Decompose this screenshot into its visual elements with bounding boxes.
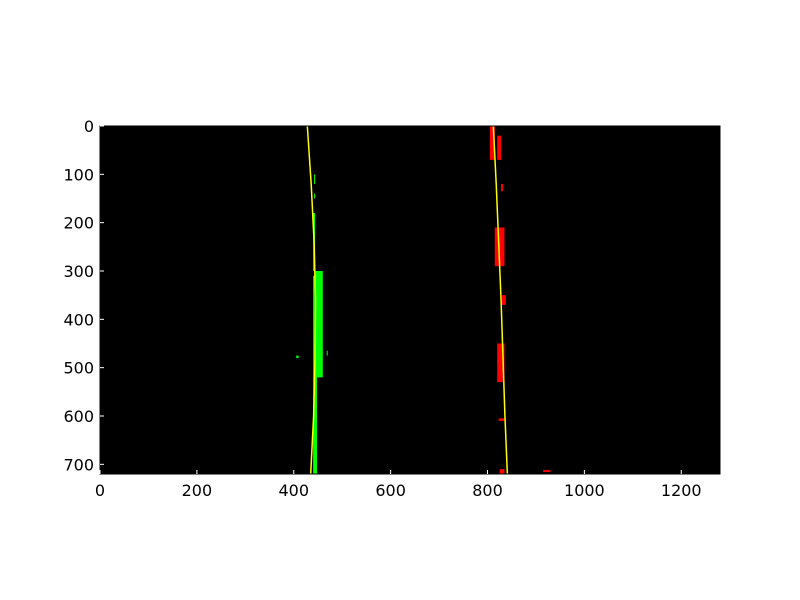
lane-pixels-1-8 [543, 470, 551, 473]
lane-pixels-0-1 [315, 271, 323, 378]
y-tick-label: 300 [63, 262, 94, 281]
lane-pixels-1-6 [501, 184, 503, 192]
x-tick-label: 1000 [564, 481, 605, 500]
plot-area [99, 125, 721, 475]
x-axis: 0 200 400 600 800 1000 1200 [95, 470, 702, 500]
y-tick-label: 400 [63, 310, 94, 329]
lane-pixels-0-5 [296, 355, 299, 358]
lane-pixels-1-3 [497, 343, 505, 383]
x-tick-label: 800 [472, 481, 503, 500]
x-tick-label: 0 [95, 481, 105, 500]
x-tick-label: 400 [278, 481, 309, 500]
axes-frame [99, 125, 721, 475]
x-tick-label: 1200 [661, 481, 702, 500]
y-tick-label: 500 [63, 359, 94, 378]
y-tick-label: 200 [63, 214, 94, 233]
lane-pixels-1-7 [498, 418, 505, 421]
y-tick-label: 0 [84, 117, 94, 136]
y-tick-label: 700 [63, 455, 94, 474]
image-background [100, 126, 720, 474]
lane-pixels-1-5 [502, 295, 506, 305]
lane-fit-line-3 [492, 125, 509, 475]
lane-fit-line-2 [306, 125, 317, 475]
lane-pixels-0-4 [314, 193, 316, 199]
x-tick-label: 200 [182, 481, 213, 500]
y-axis: 0 100 200 300 400 500 600 700 [63, 117, 104, 474]
lane-pixels-0-3 [314, 174, 316, 184]
lane-pixels-1-2 [494, 227, 505, 267]
lane-pixels-1-4 [499, 469, 505, 474]
lane-pixels-1-1 [497, 135, 502, 160]
lane-pixels-0-6 [326, 350, 328, 356]
y-tick-label: 600 [63, 407, 94, 426]
x-tick-label: 600 [375, 481, 406, 500]
y-tick-label: 100 [63, 165, 94, 184]
lane-pixels-1-0 [489, 126, 495, 160]
